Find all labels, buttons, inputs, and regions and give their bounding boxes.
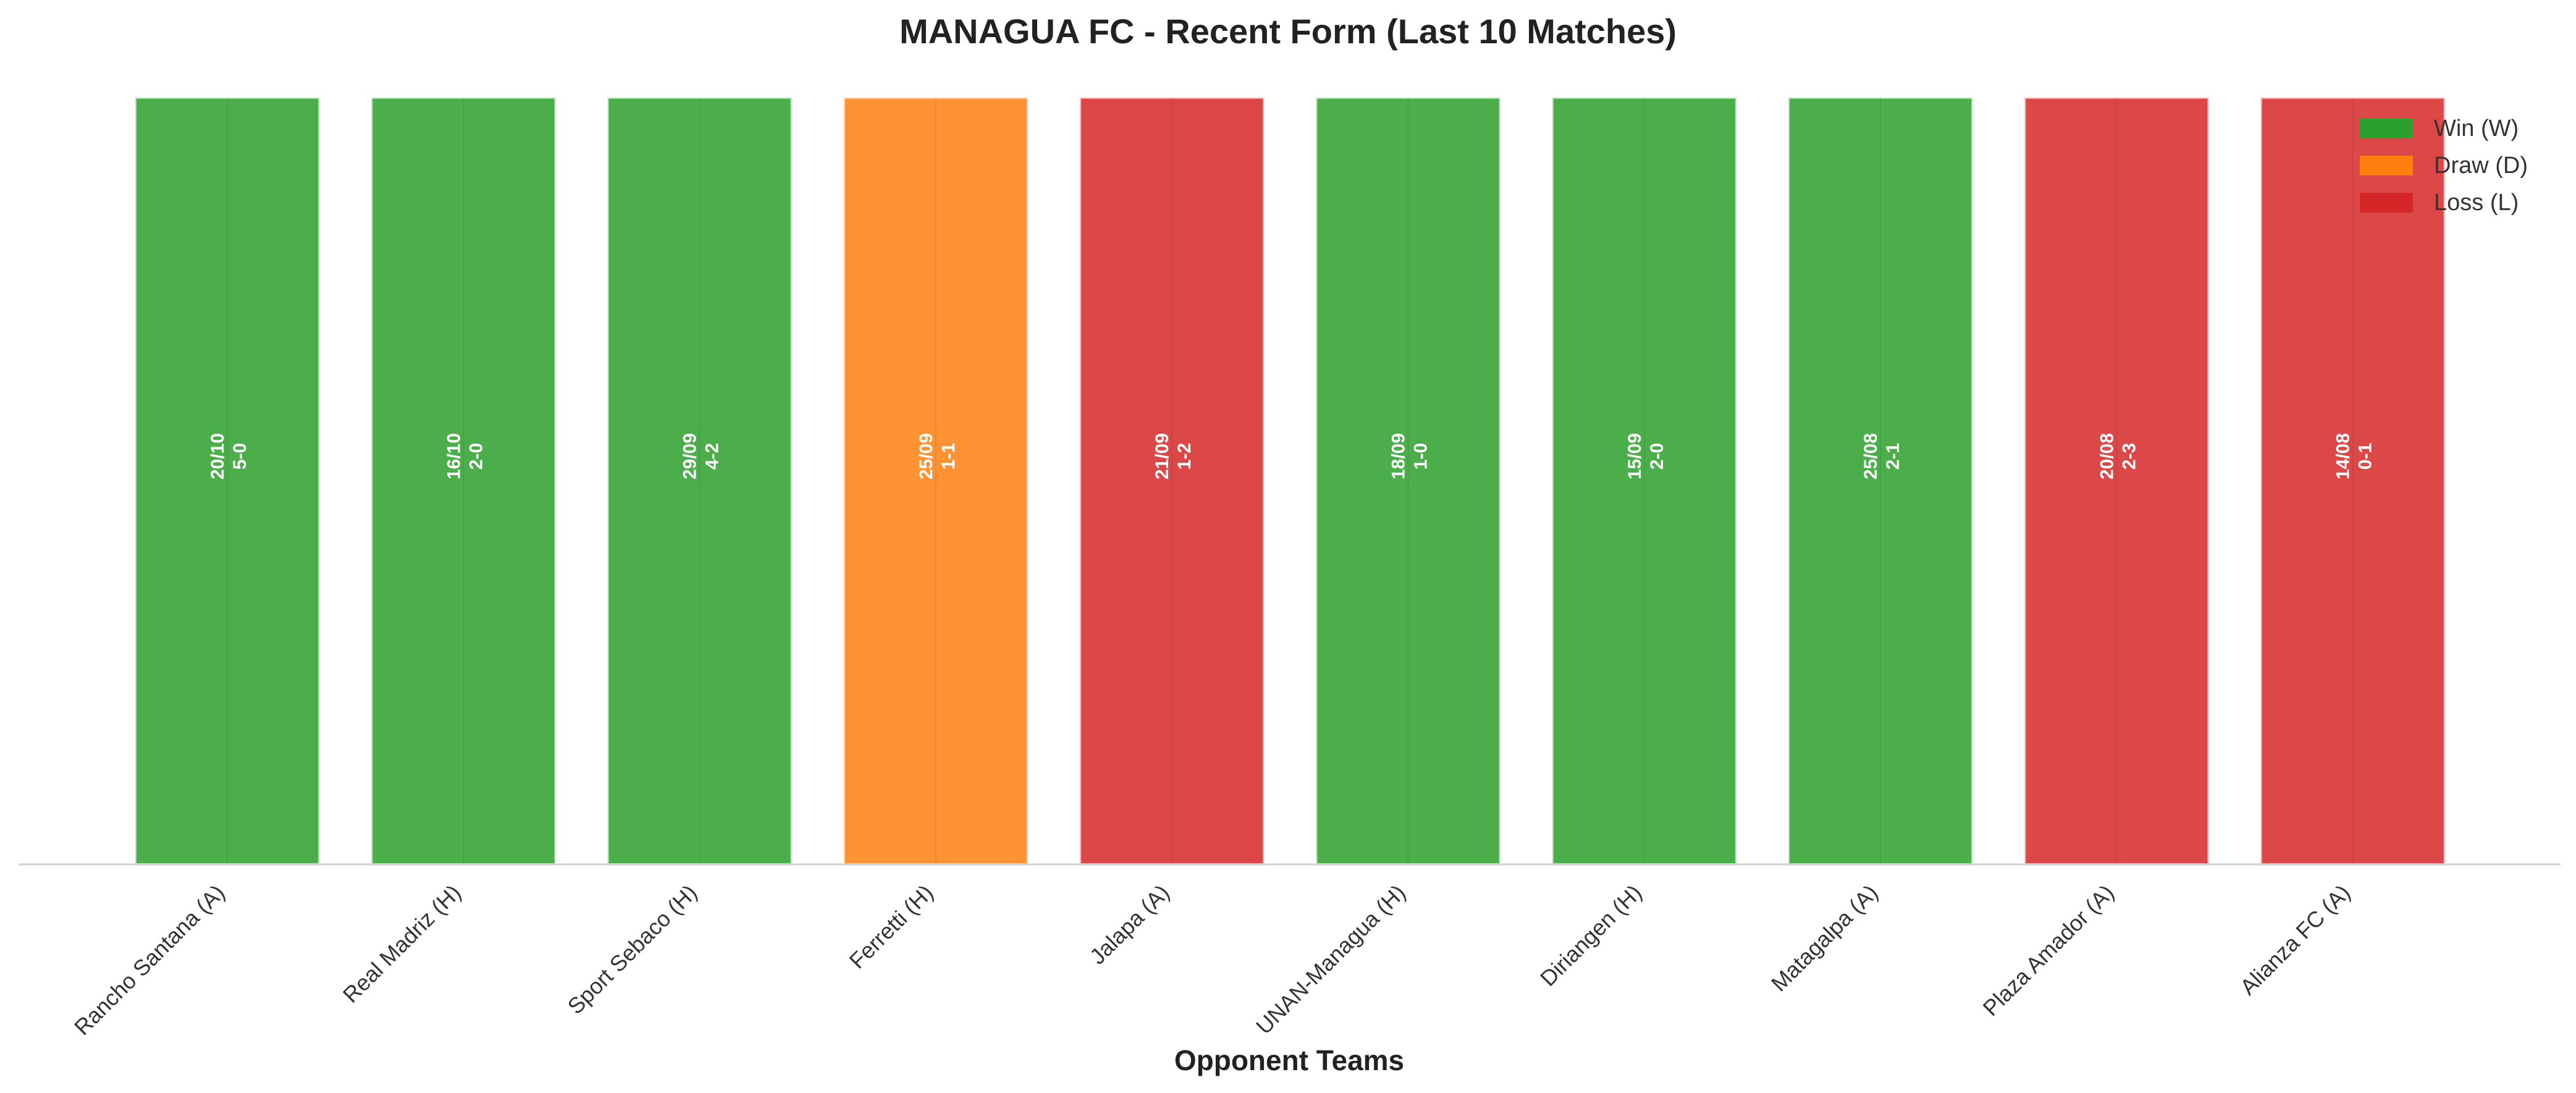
legend-swatch-w (2360, 119, 2413, 138)
bar-2 (370, 96, 557, 866)
bar-4 (842, 96, 1029, 866)
legend-swatch-d (2360, 156, 2413, 175)
bar-6 (1315, 96, 1502, 866)
legend: Win (W) Draw (D) Loss (L) (2360, 116, 2528, 216)
bar-data-label: 25/09 1-1 (916, 433, 959, 479)
x-tick-label: Plaza Amador (A) (1978, 880, 2119, 1021)
x-tick-label: Jalapa (A) (1085, 880, 1174, 969)
match-date: 29/09 (680, 433, 701, 479)
match-score: 1-1 (938, 443, 959, 470)
x-tick-label: Matagalpa (A) (1766, 880, 1883, 997)
match-score: 5-0 (230, 443, 250, 470)
x-tick-label: Sport Sebaco (H) (563, 880, 702, 1019)
match-date: 18/09 (1389, 433, 1409, 479)
match-date: 21/09 (1152, 433, 1172, 479)
x-axis-title: Opponent Teams (1174, 1044, 1404, 1076)
chart-title: MANAGUA FC - Recent Form (Last 10 Matche… (899, 12, 1677, 51)
legend-label: Win (W) (2434, 116, 2519, 141)
match-date: 14/08 (2333, 433, 2354, 479)
bar-data-label: 29/09 4-2 (680, 433, 723, 479)
match-date: 20/08 (2097, 433, 2117, 479)
x-tick-label: Ferretti (H) (844, 880, 938, 974)
match-date: 16/10 (444, 433, 464, 479)
match-score: 1-0 (1411, 443, 1431, 470)
legend-label: Loss (L) (2434, 190, 2519, 216)
match-date: 25/08 (1861, 433, 1881, 479)
x-tick-label: UNAN-Managua (H) (1251, 880, 1410, 1039)
bar-5 (1079, 96, 1266, 866)
bars-layer: 20/10 5-0 16/10 2-0 29/09 4-2 25/09 1-1 21/09 1-2… (134, 96, 2446, 866)
match-score: 0-1 (2355, 443, 2376, 470)
match-score: 2-0 (466, 443, 486, 470)
bar-data-label: 25/08 2-1 (1861, 433, 1903, 479)
match-score: 1-2 (1174, 443, 1195, 470)
bar-data-label: 16/10 2-0 (444, 433, 486, 479)
x-tick-label: Diriangen (H) (1535, 880, 1646, 991)
bar-7 (1551, 96, 1738, 866)
x-tick-label: Rancho Santana (A) (69, 880, 230, 1040)
bar-data-label: 20/08 2-3 (2097, 433, 2139, 479)
x-tick-labels: Rancho Santana (A) Real Madriz (H) Sport S… (69, 880, 2355, 1040)
bar-10 (2259, 96, 2446, 866)
match-score: 2-0 (1647, 443, 1667, 470)
match-score: 2-3 (2119, 443, 2139, 470)
legend-swatch-l (2360, 193, 2413, 213)
legend-label: Draw (D) (2434, 153, 2528, 179)
match-date: 20/10 (208, 433, 228, 479)
match-date: 15/09 (1625, 433, 1645, 479)
bar-data-label: 15/09 2-0 (1625, 433, 1667, 479)
x-tick-label: Real Madriz (H) (338, 880, 466, 1008)
bar-data-label: 14/08 0-1 (2333, 433, 2376, 479)
bar-data-label: 21/09 1-2 (1152, 433, 1195, 479)
match-score: 2-1 (1883, 443, 1903, 470)
x-tick-label: Alianza FC (A) (2235, 880, 2355, 1000)
match-date: 25/09 (916, 433, 937, 479)
bar-data-label: 18/09 1-0 (1389, 433, 1431, 479)
match-score: 4-2 (702, 443, 723, 470)
bar-3 (606, 96, 793, 866)
bar-data-label: 20/10 5-0 (208, 433, 250, 479)
bar-1 (134, 96, 321, 866)
